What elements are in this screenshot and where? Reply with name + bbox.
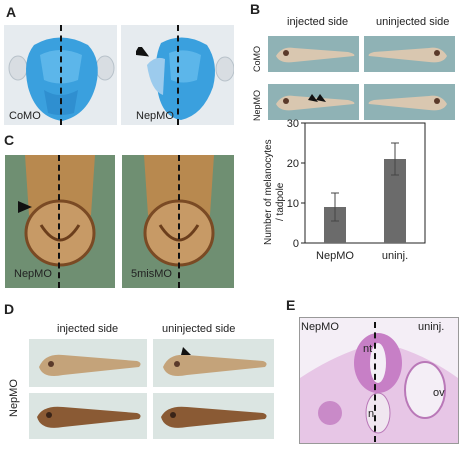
label-ov: ov — [433, 387, 445, 399]
col-injected-d: injected side — [57, 323, 119, 335]
photo-b-como-injected — [268, 36, 359, 72]
photo-d-3 — [29, 393, 147, 439]
panel-label-d: D — [4, 301, 15, 317]
photo-b-nepmo-uninjected — [364, 84, 455, 120]
row-nepmo-d: NepMO — [8, 379, 20, 417]
plot-frame — [304, 122, 426, 244]
midline-e — [374, 322, 376, 442]
caption-nepmo-a: NepMO — [136, 110, 174, 122]
x-tick-label: NepMO — [316, 250, 354, 262]
panel-label-a: A — [6, 4, 17, 20]
panel-label-c: C — [4, 132, 15, 148]
label-nepmo-e: NepMO — [301, 321, 339, 333]
midline-c-left — [58, 155, 60, 288]
midline-a-left — [60, 25, 62, 125]
bar — [324, 207, 346, 243]
photo-d-4 — [153, 393, 274, 439]
y-tick-label: 30 — [287, 118, 299, 130]
label-nt: nt — [363, 343, 373, 355]
panel-label-e: E — [286, 297, 296, 313]
bar-chart: 0 10 20 30 NepMO uninj. — [287, 118, 426, 262]
row-como-b: CoMO — [252, 45, 262, 72]
col-injected-b: injected side — [287, 16, 349, 28]
photo-d-2 — [153, 339, 274, 387]
y-axis-title-box: Number of melanocytes / tadpole — [263, 121, 286, 251]
photo-b-nepmo-injected — [268, 84, 359, 120]
midline-a-right — [177, 25, 179, 125]
col-uninjected-b: uninjected side — [376, 16, 450, 28]
y-tick-label: 20 — [287, 158, 299, 170]
y-axis-title-line1: Number of melanocytes — [263, 139, 274, 245]
bar — [384, 159, 406, 243]
arrowhead-icon — [136, 47, 150, 57]
photo-d-1 — [29, 339, 147, 387]
y-tick-label: 10 — [287, 198, 299, 210]
caption-5mismo: 5misMO — [131, 268, 172, 280]
col-uninjected-d: uninjected side — [162, 323, 236, 335]
label-uninj-e: uninj. — [418, 321, 445, 333]
label-n: n — [368, 408, 375, 420]
photo-e-section — [299, 317, 459, 444]
caption-como: CoMO — [9, 110, 41, 122]
caption-nepmo-c: NepMO — [14, 268, 52, 280]
photo-b-como-uninjected — [364, 36, 455, 72]
x-tick-label: uninj. — [382, 250, 408, 262]
row-nepmo-b: NepMO — [252, 89, 262, 121]
y-tick-label: 0 — [293, 238, 299, 250]
arrowhead-icon — [18, 201, 32, 213]
midline-c-right — [178, 155, 180, 288]
panel-label-b: B — [250, 1, 261, 17]
photo-c-nepmo — [5, 155, 115, 288]
